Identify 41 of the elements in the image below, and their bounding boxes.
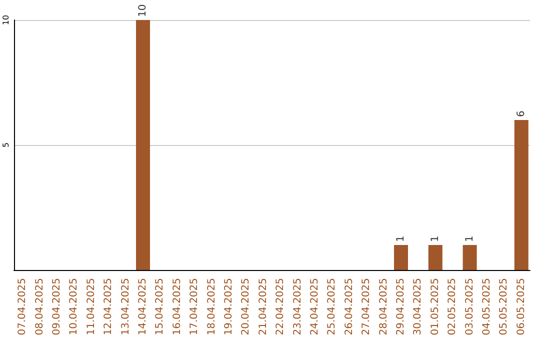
bar — [514, 120, 528, 270]
x-tick-label: 14.04.2025 — [138, 278, 148, 336]
bar — [428, 245, 442, 270]
x-tick-label: 05.05.2025 — [498, 278, 510, 336]
x-tick-label: 08.04.2025 — [34, 278, 46, 336]
x-tick-label: 13.04.2025 — [120, 278, 132, 336]
x-tick-label: 10.04.2025 — [68, 278, 80, 336]
x-tick-label: 12.04.2025 — [103, 278, 114, 336]
data-label: 1 — [430, 236, 441, 242]
x-tick-label: 24.04.2025 — [310, 278, 320, 336]
x-tick-label: 15.04.2025 — [154, 278, 166, 336]
x-tick-label: 07.04.2025 — [17, 278, 28, 336]
x-tick-label: 22.04.2025 — [275, 278, 286, 336]
x-tick-label: 18.04.2025 — [206, 278, 218, 336]
data-label: 6 — [516, 110, 527, 117]
x-tick-label: 04.05.2025 — [482, 278, 492, 336]
x-tick-label: 09.04.2025 — [52, 278, 62, 336]
x-tick-label: 26.04.2025 — [344, 278, 355, 336]
bar — [394, 245, 408, 270]
x-tick-label: 21.04.2025 — [258, 278, 269, 336]
x-tick-label: 23.04.2025 — [292, 278, 304, 336]
bar — [462, 245, 477, 270]
data-label: 1 — [464, 236, 476, 242]
x-tick-label: 11.04.2025 — [86, 278, 97, 336]
data-label: 1 — [396, 236, 406, 242]
x-tick-label: 28.04.2025 — [378, 278, 390, 336]
x-tick-label: 19.04.2025 — [224, 278, 234, 336]
x-tick-label: 29.04.2025 — [396, 278, 406, 336]
x-tick-label: 30.04.2025 — [412, 278, 424, 336]
x-tick-label: 06.05.2025 — [516, 278, 527, 336]
x-tick-label: 20.04.2025 — [240, 278, 252, 336]
x-tick-label: 27.04.2025 — [361, 278, 372, 336]
x-tick-label: 25.04.2025 — [326, 278, 338, 336]
bar — [136, 20, 150, 270]
data-label: 10 — [138, 4, 148, 17]
y-tick-label: 5 — [2, 142, 10, 148]
x-tick-label: 02.05.2025 — [447, 278, 458, 336]
x-tick-label: 16.04.2025 — [172, 278, 183, 336]
x-tick-label: 17.04.2025 — [189, 278, 200, 336]
x-tick-label: 01.05.2025 — [430, 278, 441, 336]
x-tick-label: 03.05.2025 — [464, 278, 476, 336]
